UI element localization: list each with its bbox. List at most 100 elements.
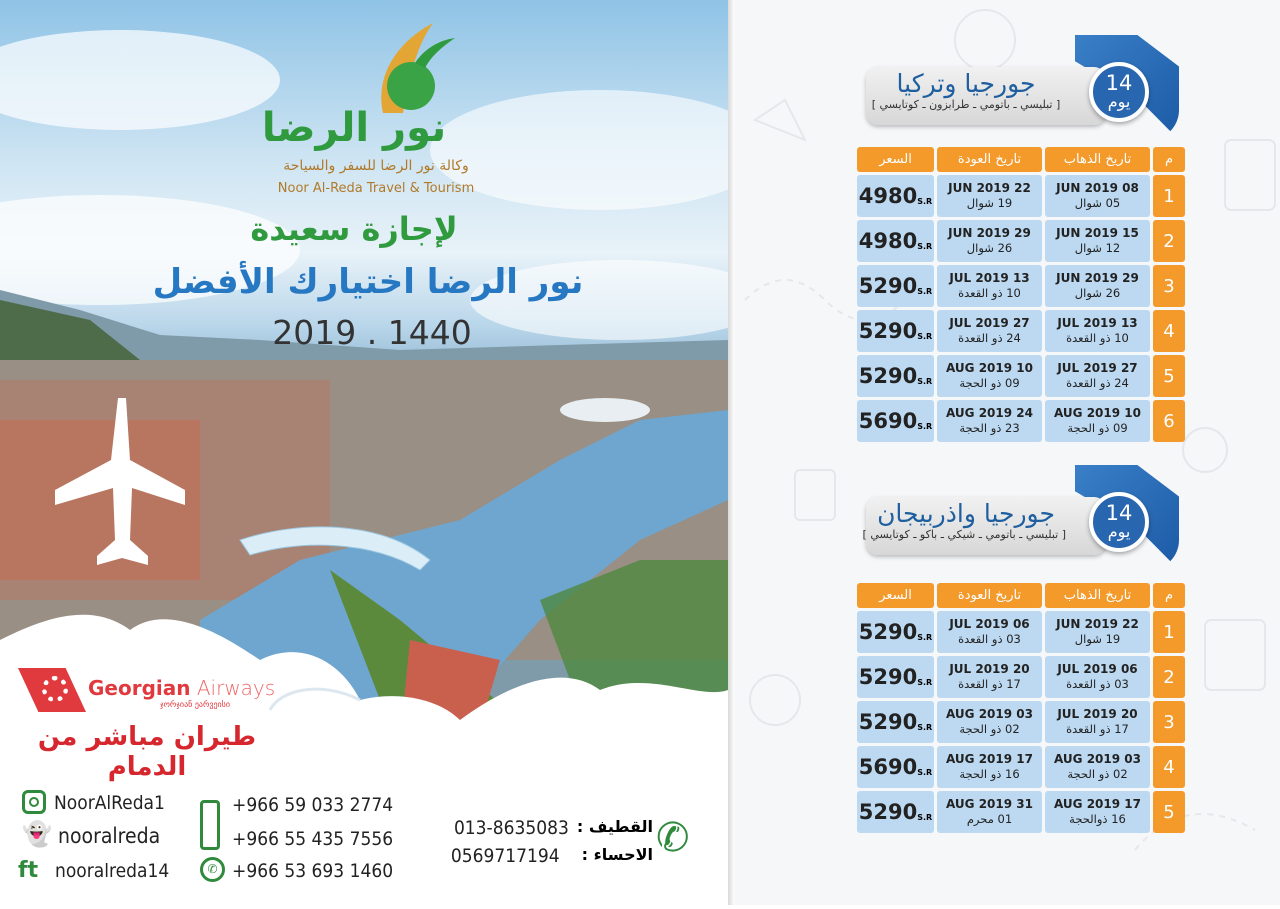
departure-gregorian: 10 AUG 2019 (1054, 406, 1141, 421)
landline-label: الاحساء : (581, 845, 653, 864)
price: 5290 S.R (857, 791, 934, 833)
header-departure: تاريخ الذهاب (1045, 147, 1150, 172)
airplane-icon (55, 398, 185, 565)
price-value: 5290 (858, 274, 918, 298)
currency: S.R (917, 331, 933, 341)
years: 2019 . 1440 (272, 313, 472, 352)
price: 5290 S.R (857, 265, 934, 307)
price-value: 5290 (858, 364, 918, 388)
return-date: 20 JUL 2019 17 ذو القعدة (937, 656, 1042, 698)
tbilisi-photo (0, 290, 728, 905)
phone-1[interactable]: +966 59 033 2774 (232, 794, 394, 816)
return-date: 06 JUL 2019 03 ذو القعدة (937, 611, 1042, 653)
return-gregorian: 24 AUG 2019 (946, 406, 1033, 421)
price: 4980 S.R (857, 220, 934, 262)
return-hijri: 26 شوال (966, 241, 1013, 256)
facebook-twitter-handle[interactable]: nooralreda14 (55, 860, 170, 882)
days-label: يوم (1107, 92, 1131, 111)
landline-label: القطيف : (576, 817, 653, 836)
departure-hijri: 02 ذو الحجة (1067, 767, 1128, 782)
price: 5290 S.R (857, 701, 934, 743)
departure-hijri: 24 ذو القعدة (1066, 376, 1129, 391)
departure-date: 22 JUN 2019 19 شوال (1045, 611, 1150, 653)
package-2-table: م تاريخ الذهاب تاريخ العودة السعر 1 22 JUN 2… (857, 583, 1185, 833)
landline-qatif: القطيف : 013-8635083 (448, 817, 653, 839)
return-date: 27 JUL 2019 24 ذو القعدة (937, 310, 1042, 352)
snapchat-handle[interactable]: nooralreda (58, 824, 161, 848)
departure-date: 27 JUL 2019 24 ذو القعدة (1045, 355, 1150, 397)
row-number: 4 (1153, 310, 1185, 352)
departure-gregorian: 15 JUN 2019 (1056, 226, 1139, 241)
phone-whatsapp[interactable]: +966 53 693 1460 (232, 860, 394, 882)
return-gregorian: 06 JUL 2019 (949, 617, 1030, 632)
return-gregorian: 17 AUG 2019 (946, 752, 1033, 767)
package-cities: [ تبليسي ـ باتومي ـ شيكي ـ باكو ـ كوتايس… (862, 528, 1066, 541)
airline-name-light: Airways (196, 676, 276, 700)
phone-2[interactable]: +966 55 435 7556 (232, 828, 394, 850)
instagram-handle[interactable]: NoorAlReda1 (54, 792, 165, 814)
return-hijri: 09 ذو الحجة (959, 376, 1020, 391)
departure-hijri: 09 ذو الحجة (1067, 421, 1128, 436)
row-number: 6 (1153, 400, 1185, 442)
landline-number[interactable]: 013-8635083 (453, 817, 569, 839)
header-number: م (1153, 147, 1185, 172)
days-count: 14 (1105, 501, 1133, 525)
departure-hijri: 03 ذو القعدة (1066, 677, 1129, 692)
package-title: جورجيا وتركيا (896, 69, 1036, 98)
currency: S.R (917, 677, 933, 687)
return-hijri: 16 ذو الحجة (959, 767, 1020, 782)
direct-flight: طيران مباشر من الدمام (37, 722, 257, 782)
landline-number[interactable]: 0569717194 (450, 845, 560, 867)
return-gregorian: 20 JUL 2019 (949, 662, 1030, 677)
price-value: 5290 (858, 620, 918, 644)
currency: S.R (917, 767, 933, 777)
departure-gregorian: 13 JUL 2019 (1057, 316, 1138, 331)
return-hijri: 03 ذو القعدة (958, 632, 1021, 647)
departure-date: 03 AUG 2019 02 ذو الحجة (1045, 746, 1150, 788)
return-hijri: 17 ذو القعدة (958, 677, 1021, 692)
price-value: 5290 (858, 319, 918, 343)
return-gregorian: 22 JUN 2019 (948, 181, 1031, 196)
return-hijri: 02 ذو الحجة (959, 722, 1020, 737)
departure-date: 20 JUL 2019 17 ذو القعدة (1045, 701, 1150, 743)
package-cities: [ تبليسي ـ باتومي ـ طرابزون ـ كوتايسي ] (871, 98, 1061, 111)
row-number: 1 (1153, 175, 1185, 217)
departure-hijri: 10 ذو القعدة (1066, 331, 1129, 346)
return-date: 13 JUL 2019 10 ذو القعدة (937, 265, 1042, 307)
price-value: 5290 (858, 665, 918, 689)
days-badge: 14 يوم (1089, 62, 1149, 122)
facebook-twitter-icon: ft (18, 858, 39, 883)
price-value: 5290 (858, 710, 918, 734)
departure-gregorian: 17 AUG 2019 (1054, 797, 1141, 812)
currency: S.R (917, 632, 933, 642)
mobile-phone-icon (200, 800, 220, 850)
price-value: 4980 (858, 184, 918, 208)
departure-gregorian: 29 JUN 2019 (1056, 271, 1139, 286)
airline-name: Georgian (88, 676, 191, 700)
price: 5290 S.R (857, 355, 934, 397)
departure-date: 10 AUG 2019 09 ذو الحجة (1045, 400, 1150, 442)
header-number: م (1153, 583, 1185, 608)
header-departure: تاريخ الذهاب (1045, 583, 1150, 608)
days-count: 14 (1105, 71, 1133, 95)
price: 5690 S.R (857, 746, 934, 788)
row-number: 5 (1153, 355, 1185, 397)
return-gregorian: 10 AUG 2019 (946, 361, 1033, 376)
return-date: 24 AUG 2019 23 ذو الحجة (937, 400, 1042, 442)
row-number: 4 (1153, 746, 1185, 788)
currency: S.R (917, 286, 933, 296)
brand-subtitle-ar: وكالة نور الرضا للسفر والسياحة (283, 158, 469, 174)
days-label: يوم (1107, 522, 1131, 541)
brand-name-ar: نور الرضا (261, 105, 447, 151)
return-date: 03 AUG 2019 02 ذو الحجة (937, 701, 1042, 743)
headline-line2: نور الرضا اختيارك الأفضل (152, 262, 584, 302)
header-return: تاريخ العودة (937, 147, 1042, 172)
cover-panel: نور الرضا وكالة نور الرضا للسفر والسياحة… (0, 0, 728, 905)
return-gregorian: 13 JUL 2019 (949, 271, 1030, 286)
return-date: 29 JUN 2019 26 شوال (937, 220, 1042, 262)
package-2-banner: جورجيا واذربيجان [ تبليسي ـ باتومي ـ شيك… (862, 497, 1106, 555)
departure-hijri: 17 ذو القعدة (1066, 722, 1129, 737)
departure-hijri: 16 ذوالحجة (1069, 812, 1126, 827)
package-1-table: م تاريخ الذهاب تاريخ العودة السعر 1 08 JUN 2… (857, 147, 1185, 442)
days-badge: 14 يوم (1089, 492, 1149, 552)
